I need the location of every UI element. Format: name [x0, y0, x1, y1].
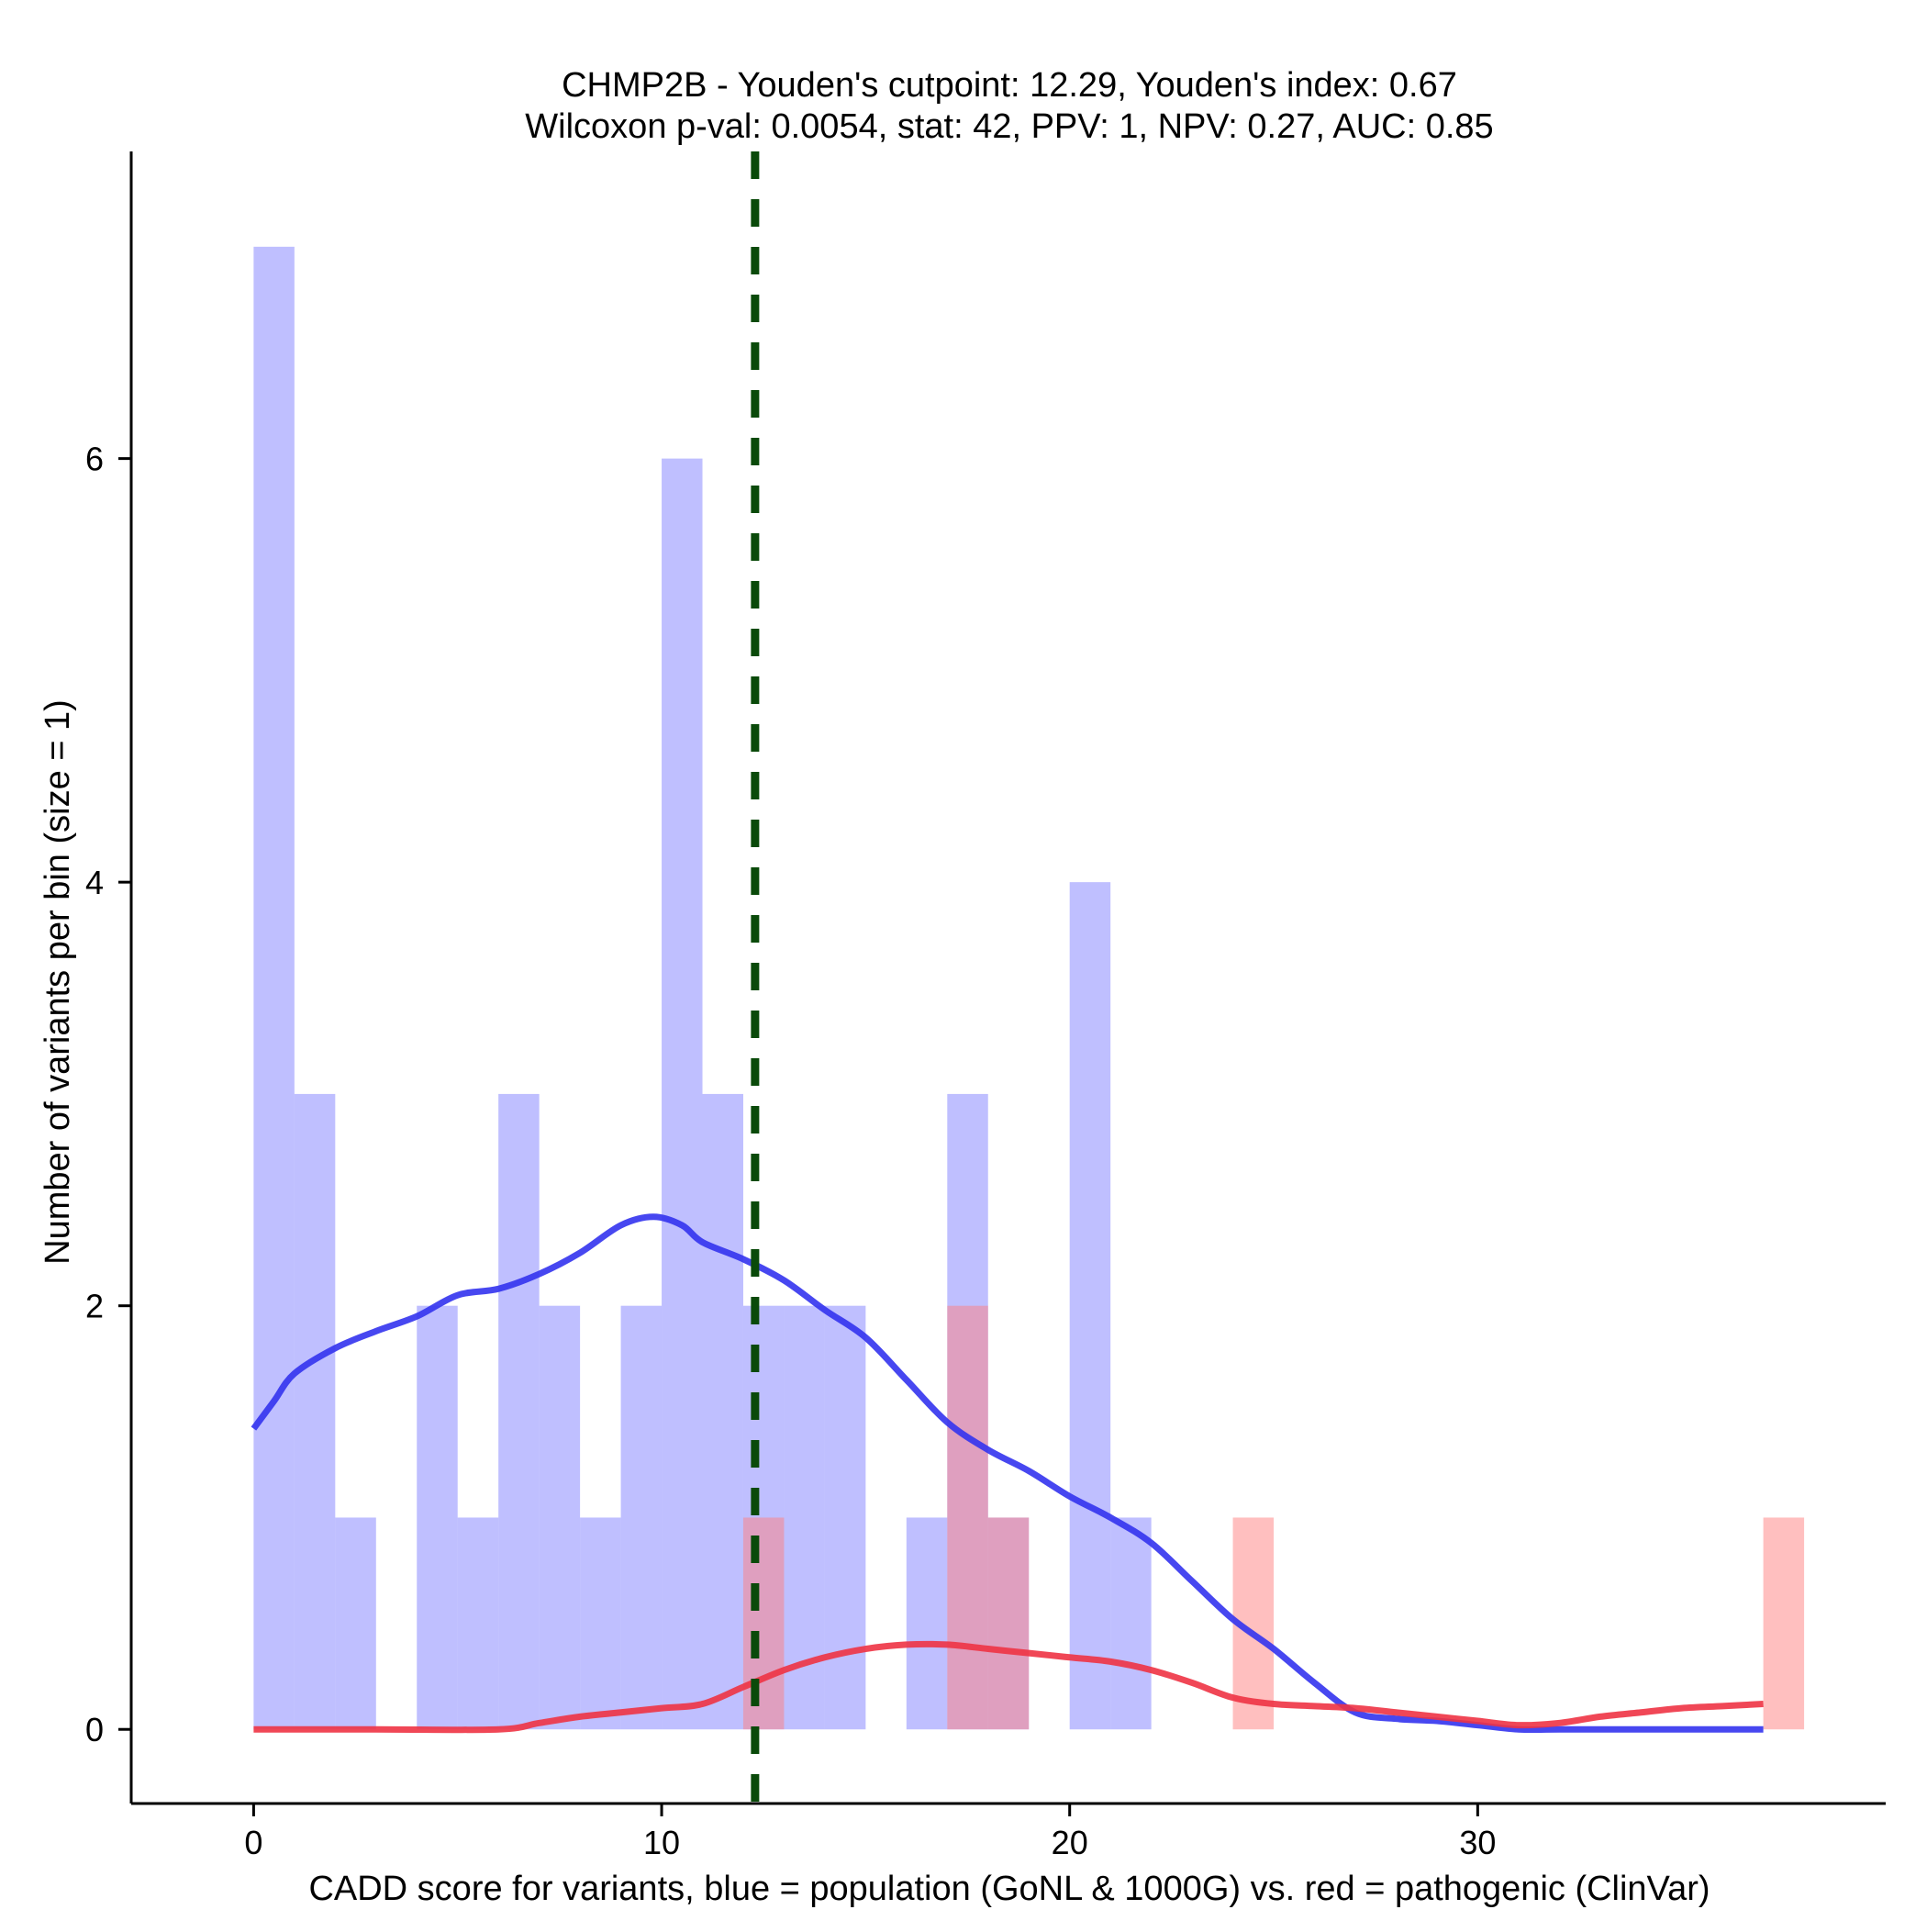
density-lines	[251, 1213, 1764, 1734]
population-bar	[457, 1517, 499, 1730]
y-tick-label: 4	[85, 864, 104, 901]
pathogenic-bar	[742, 1517, 785, 1730]
population-bar	[580, 1517, 621, 1730]
x-tick-label: 10	[643, 1824, 680, 1861]
y-tick-label: 0	[85, 1711, 104, 1748]
population-density-line	[251, 1213, 1764, 1734]
x-tick-label: 0	[244, 1824, 262, 1861]
population-bar	[906, 1517, 948, 1730]
population-bar	[702, 1093, 743, 1730]
pathogenic-bar	[947, 1305, 988, 1730]
population-bar	[620, 1305, 663, 1730]
population-bar	[335, 1517, 376, 1730]
pathogenic-bars	[742, 1305, 1805, 1730]
population-bar	[498, 1093, 540, 1730]
population-bar	[253, 246, 295, 1730]
population-bars	[253, 246, 1152, 1730]
chart-title-line1: CHMP2B - Youden's cutpoint: 12.29, Youde…	[562, 66, 1457, 105]
population-bar	[662, 458, 703, 1730]
pathogenic-bar	[1763, 1517, 1805, 1730]
x-tick-label: 20	[1052, 1824, 1088, 1861]
pathogenic-density-line	[253, 1640, 1764, 1734]
y-axis-label: Number of variants per bin (size = 1)	[39, 699, 77, 1265]
x-tick-label: 30	[1459, 1824, 1496, 1861]
axes	[129, 151, 1886, 1805]
population-bar	[824, 1305, 866, 1730]
y-tick-label: 2	[85, 1288, 104, 1325]
x-axis-ticks: 0 10 20 30	[244, 1804, 1496, 1861]
population-bar	[294, 1093, 336, 1730]
population-bar	[539, 1305, 581, 1730]
chart-title-line2: Wilcoxon p-val: 0.0054, stat: 42, PPV: 1…	[525, 107, 1493, 146]
y-tick-label: 6	[85, 441, 104, 478]
pathogenic-bar	[987, 1517, 1030, 1730]
x-axis-label: CADD score for variants, blue = populati…	[308, 1870, 1710, 1908]
population-bar	[1110, 1517, 1152, 1730]
population-bar	[1069, 882, 1111, 1730]
y-axis-ticks: 0 2 4 6	[85, 441, 131, 1748]
population-bar	[417, 1305, 458, 1730]
